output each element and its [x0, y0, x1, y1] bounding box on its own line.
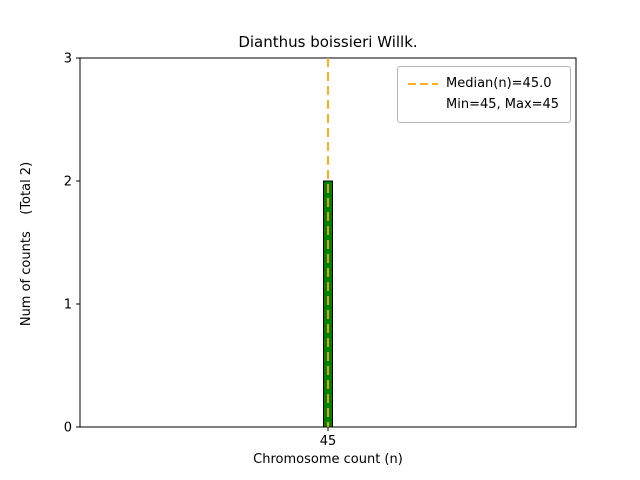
median-dashed-line-icon [408, 82, 438, 86]
legend-entry-median: Median(n)=45.0 [408, 73, 560, 94]
y-axis-label: Num of counts (Total 2) [19, 161, 34, 327]
legend-entry-label: Min=45, Max=45 [446, 97, 560, 112]
y-tick-label: 1 [64, 298, 72, 313]
legend-entry-minmax: Min=45, Max=45 [408, 94, 560, 115]
legend: Median(n)=45.0 Min=45, Max=45 [397, 66, 571, 123]
y-tick-label: 3 [64, 52, 72, 67]
y-tick-label: 0 [64, 421, 72, 436]
legend-empty-marker [408, 103, 438, 107]
x-axis-label: Chromosome count (n) [253, 452, 403, 467]
x-tick-label: 45 [320, 434, 337, 449]
legend-entry-label: Median(n)=45.0 [446, 76, 552, 91]
y-tick-label: 2 [64, 175, 72, 190]
chart-title: Dianthus boissieri Willk. [238, 33, 418, 51]
